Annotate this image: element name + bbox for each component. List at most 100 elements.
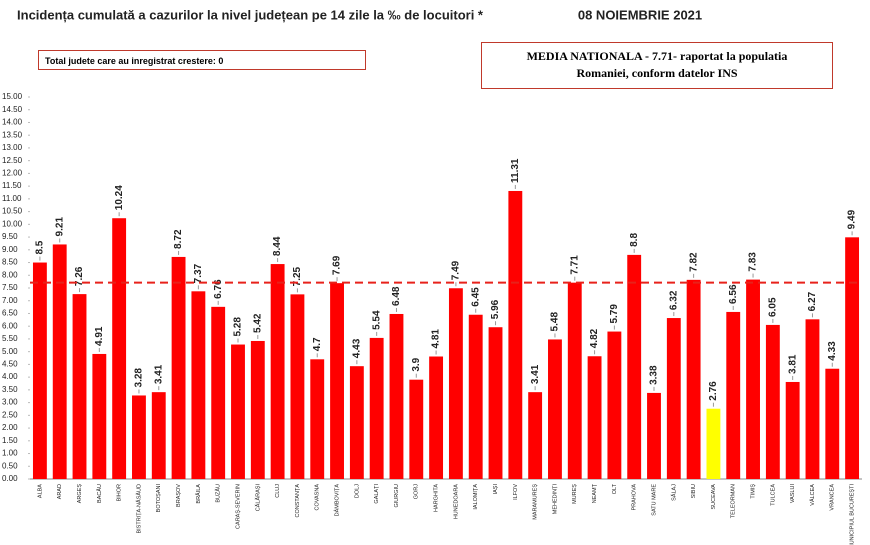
bar	[72, 294, 87, 479]
value-label: 6.05	[767, 297, 778, 317]
x-tick-label: BRAȘOV	[176, 484, 182, 507]
reference-box: MEDIA NATIONALA - 7.71- raportat la popu…	[481, 42, 833, 89]
value-label: 10.24	[114, 185, 125, 210]
bar	[647, 392, 661, 479]
bar	[191, 291, 206, 479]
value-label: 4.91	[94, 326, 105, 346]
bar	[52, 244, 67, 479]
x-tick-label: CONSTANȚA	[295, 484, 301, 518]
bar	[548, 339, 562, 479]
bar	[567, 282, 582, 479]
value-label: 4.33	[827, 341, 838, 361]
x-tick-label: BUZĂU	[215, 484, 222, 503]
x-tick-label: SATU MARE	[651, 484, 657, 516]
y-tick-label: 5.00	[2, 347, 18, 356]
x-tick-label: BIHOR	[117, 484, 123, 501]
y-tick-label: 7.00	[2, 296, 18, 305]
y-tick-label: 8.50	[2, 258, 18, 267]
x-tick-label: TULCEA	[770, 484, 776, 506]
value-label: 3.81	[787, 354, 798, 374]
x-tick-label: IAȘI	[493, 484, 499, 495]
x-tick-label: VASLUI	[790, 484, 796, 504]
value-label: 5.28	[233, 317, 244, 337]
value-label: 8.72	[173, 229, 184, 249]
y-tick-label: 4.00	[2, 372, 18, 381]
x-tick-label: BRĂILA	[195, 484, 202, 504]
y-tick-label: 2.50	[2, 410, 18, 419]
y-tick-label: 14.50	[2, 105, 23, 114]
value-label: 7.25	[292, 266, 303, 286]
x-tick-label: NEAMȚ	[592, 483, 598, 503]
y-tick-label: 7.50	[2, 283, 18, 292]
x-tick-label: MARAMUREȘ	[533, 484, 539, 520]
x-tick-label: DOLJ	[354, 484, 360, 498]
value-label: 3.41	[153, 364, 164, 384]
value-label: 4.7	[312, 337, 323, 351]
x-tick-label: ALBA	[37, 484, 43, 498]
value-label: 11.31	[510, 158, 521, 183]
bar	[845, 237, 860, 479]
value-label: 8.5	[35, 240, 46, 254]
x-tick-label: TELEORMAN	[731, 484, 737, 518]
x-tick-label: GALAȚI	[374, 484, 380, 504]
bar	[231, 344, 245, 479]
bar	[607, 331, 622, 479]
y-tick-label: 5.50	[2, 334, 18, 343]
value-label: 5.79	[609, 304, 620, 324]
value-label: 4.81	[431, 329, 442, 349]
value-label: 2.76	[708, 381, 719, 401]
value-label: 6.32	[668, 290, 679, 310]
bar	[785, 381, 800, 479]
bar	[409, 379, 424, 479]
bar	[349, 366, 364, 479]
y-tick-label: 0.50	[2, 461, 18, 470]
bar	[686, 279, 701, 479]
x-tick-label: BISTRIȚA-NĂSĂUD	[135, 484, 142, 534]
bar	[250, 340, 265, 479]
x-tick-label: MUREȘ	[572, 484, 578, 504]
x-tick-label: BOTOȘANI	[156, 484, 162, 513]
x-tick-label: VÂLCEA	[809, 484, 816, 506]
y-tick-label: 3.00	[2, 398, 18, 407]
value-label: 3.38	[649, 365, 660, 385]
value-label: 7.69	[332, 255, 343, 275]
x-tick-label: MEHEDINȚI	[552, 484, 558, 515]
y-tick-label: 14.00	[2, 118, 23, 127]
y-tick-label: 11.00	[2, 194, 22, 203]
y-tick-label: 12.00	[2, 169, 23, 178]
value-label: 7.83	[748, 252, 759, 272]
y-tick-label: 0.00	[2, 474, 18, 483]
x-tick-label: PRAHOVA	[632, 484, 638, 511]
y-tick-label: 6.00	[2, 321, 18, 330]
y-tick-label: 3.50	[2, 385, 18, 394]
y-tick-label: 2.00	[2, 423, 18, 432]
bar	[488, 327, 503, 479]
value-label: 3.41	[530, 364, 541, 384]
bar	[587, 356, 602, 479]
value-label: 5.54	[371, 310, 382, 330]
bar	[746, 279, 760, 479]
value-label: 9.49	[847, 209, 858, 229]
x-tick-label: DÂMBOVIȚA	[334, 484, 341, 517]
y-tick-label: 4.50	[2, 360, 18, 369]
bar	[765, 324, 780, 479]
bar	[468, 314, 483, 479]
bar	[270, 264, 285, 479]
value-label: 4.43	[351, 338, 362, 358]
x-tick-label: GORJ	[414, 484, 420, 500]
value-label: 9.21	[54, 217, 65, 237]
value-label: 7.26	[74, 266, 85, 286]
x-tick-label: BACĂU	[96, 484, 103, 503]
value-label: 8.8	[629, 233, 640, 247]
value-label: 7.49	[451, 260, 462, 280]
value-label: 3.9	[411, 357, 422, 371]
bar	[132, 395, 146, 479]
x-tick-label: SIBIU	[691, 484, 697, 498]
value-label: 6.76	[213, 279, 224, 299]
y-tick-label: 10.00	[2, 219, 23, 228]
bar	[448, 288, 463, 479]
y-tick-label: 12.50	[2, 156, 23, 165]
y-tick-label: 9.00	[2, 245, 18, 254]
